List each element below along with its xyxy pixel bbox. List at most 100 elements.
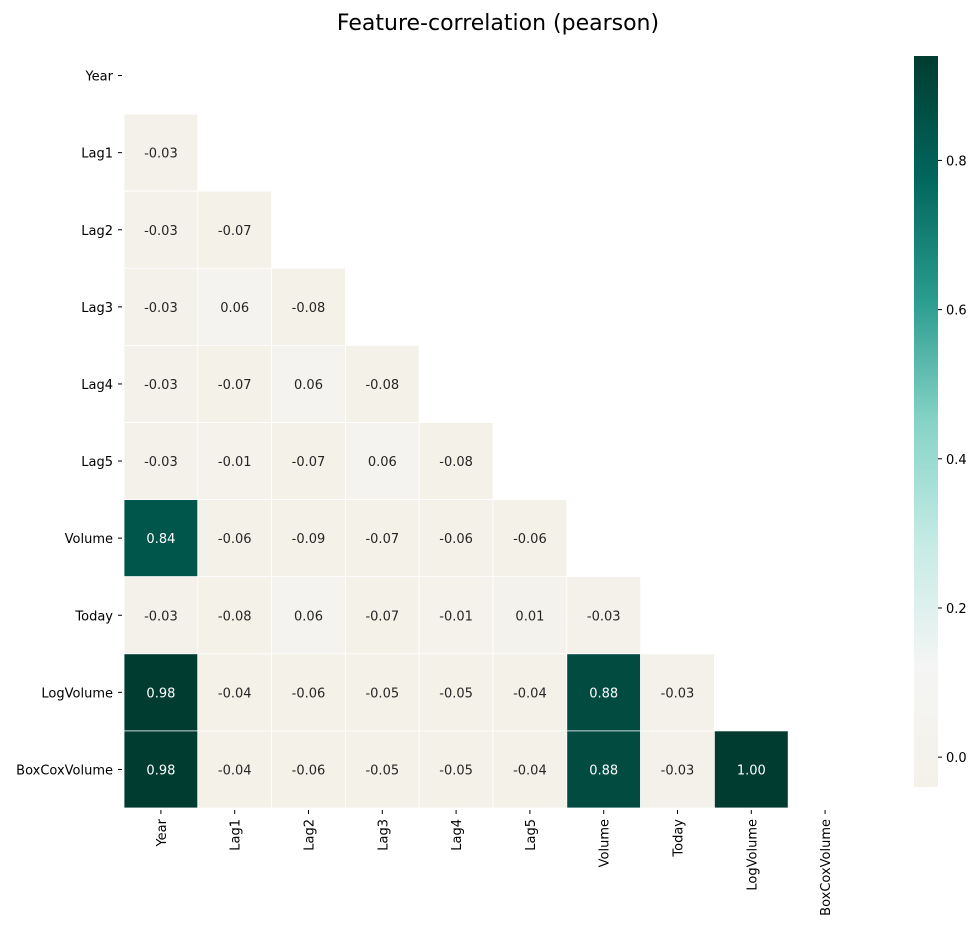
cell-value-label: -0.03 xyxy=(661,686,695,701)
heatmap-cell-BoxCoxVolume-Lag2 xyxy=(271,730,346,809)
cell-value-label: -0.06 xyxy=(513,532,547,547)
cell-value-label: 0.88 xyxy=(589,763,618,778)
x-tick-label: Lag3 xyxy=(376,819,391,851)
heatmap-cell-Lag5-Lag2 xyxy=(271,422,346,500)
heatmap-cell-Lag1-Year xyxy=(123,113,199,192)
colorbar-tick-label: 0.8 xyxy=(946,154,967,169)
heatmap-cell-Volume-Year xyxy=(123,499,199,578)
cell-value-label: -0.05 xyxy=(365,686,399,701)
cell-value-label: -0.06 xyxy=(218,532,252,547)
y-tick-label: Lag1 xyxy=(81,147,113,162)
cell-value-label: -0.04 xyxy=(218,686,252,701)
colorbar-tick-label: 0.6 xyxy=(946,304,967,319)
cell-value-label: -0.03 xyxy=(144,224,178,239)
heatmap-cell-Lag3-Lag1 xyxy=(197,267,273,346)
heatmap-cell-Lag5-Lag1 xyxy=(197,422,273,500)
heatmap-cell-Lag3-Year xyxy=(123,267,199,346)
cell-value-label: -0.08 xyxy=(439,455,473,470)
cell-value-label: -0.03 xyxy=(661,763,695,778)
cell-value-label: 0.01 xyxy=(515,609,544,624)
heatmap-cell-LogVolume-Lag2 xyxy=(271,653,346,732)
heatmap-cell-Volume-Lag5 xyxy=(492,499,568,578)
cell-value-label: -0.07 xyxy=(365,532,399,547)
heatmap-cell-BoxCoxVolume-Volume xyxy=(566,730,641,809)
heatmap-cell-Today-Lag3 xyxy=(344,576,420,655)
heatmap-cells: -0.03 -0.03 -0.07 -0.03 0.06 -0.08 -0.03 -0.07 0… xyxy=(123,113,789,809)
cell-value-label: -0.01 xyxy=(218,455,252,470)
cell-value-label: 0.06 xyxy=(368,455,397,470)
cell-value-label: -0.09 xyxy=(292,532,326,547)
cell-value-label: -0.06 xyxy=(439,532,473,547)
colorbar-ticks: 0.0 0.2 0.4 0.6 0.8 xyxy=(938,154,967,766)
colorbar xyxy=(914,56,938,787)
chart-title: Feature-correlation (pearson) xyxy=(337,11,659,36)
cell-value-label: -0.03 xyxy=(144,609,178,624)
y-tick-label: BoxCoxVolume xyxy=(16,763,113,778)
cell-value-label: -0.04 xyxy=(513,686,547,701)
cell-value-label: -0.07 xyxy=(292,455,326,470)
cell-value-label: 0.88 xyxy=(589,686,618,701)
heatmap-cell-BoxCoxVolume-Lag4 xyxy=(418,730,494,809)
colorbar-tick-label: 0.2 xyxy=(946,602,967,617)
colorbar-tick-label: 0.0 xyxy=(946,751,967,766)
heatmap-cell-BoxCoxVolume-LogVolume xyxy=(714,730,789,809)
heatmap-cell-LogVolume-Year xyxy=(123,653,199,732)
cell-value-label: -0.03 xyxy=(587,609,621,624)
x-tick-label: LogVolume xyxy=(745,819,760,891)
y-tick-label: Today xyxy=(74,609,113,624)
y-tick-label: Year xyxy=(84,70,113,85)
cell-value-label: -0.05 xyxy=(365,763,399,778)
colorbar-tick-label: 0.4 xyxy=(946,453,967,468)
cell-value-label: -0.08 xyxy=(218,609,252,624)
cell-value-label: -0.06 xyxy=(292,686,326,701)
cell-value-label: -0.06 xyxy=(292,763,326,778)
heatmap-cell-Lag5-Lag3 xyxy=(344,422,420,500)
y-tick-label: LogVolume xyxy=(41,686,113,701)
cell-value-label: 0.06 xyxy=(220,301,249,316)
cell-value-label: -0.03 xyxy=(144,147,178,162)
heatmap-cell-Volume-Lag2 xyxy=(271,499,346,578)
heatmap-cell-Lag4-Lag3 xyxy=(344,344,420,423)
heatmap-cell-BoxCoxVolume-Lag3 xyxy=(344,730,420,809)
cell-value-label: -0.05 xyxy=(439,763,473,778)
cell-value-label: 0.06 xyxy=(294,378,323,393)
cell-value-label: -0.03 xyxy=(144,301,178,316)
heatmap-cell-Lag2-Year xyxy=(123,190,199,269)
cell-value-label: 0.98 xyxy=(146,763,175,778)
heatmap-cell-Lag4-Lag1 xyxy=(197,344,273,423)
x-tick-label: Lag4 xyxy=(450,819,465,851)
x-tick-label: Lag2 xyxy=(303,819,318,851)
heatmap-cell-Volume-Lag4 xyxy=(418,499,494,578)
heatmap-cell-Today-Volume xyxy=(566,576,641,655)
cell-value-label: -0.03 xyxy=(144,378,178,393)
y-axis-tick-labels: Year Lag1 Lag2 Lag3 Lag4 Lag5 Volume Today LogVo… xyxy=(16,70,122,778)
heatmap-cell-Lag3-Lag2 xyxy=(271,267,346,346)
heatmap-cell-Lag5-Lag4 xyxy=(418,422,494,500)
heatmap-cell-BoxCoxVolume-Lag5 xyxy=(492,730,568,809)
cell-value-label: -0.08 xyxy=(292,301,326,316)
heatmap-cell-LogVolume-Volume xyxy=(566,653,641,732)
y-tick-label: Lag3 xyxy=(81,301,113,316)
y-tick-label: Lag5 xyxy=(81,455,113,470)
y-tick-label: Lag2 xyxy=(81,224,113,239)
heatmap-cell-Today-Year xyxy=(123,576,199,655)
cell-value-label: 1.00 xyxy=(737,763,766,778)
x-tick-label: Lag1 xyxy=(229,819,244,851)
y-tick-label: Volume xyxy=(65,532,113,547)
cell-value-label: -0.07 xyxy=(218,378,252,393)
cell-value-label: 0.98 xyxy=(146,686,175,701)
heatmap-cell-Today-Lag5 xyxy=(492,576,568,655)
y-tick-label: Lag4 xyxy=(81,378,113,393)
cell-value-label: -0.05 xyxy=(439,686,473,701)
cell-value-label: -0.07 xyxy=(365,609,399,624)
cell-value-label: -0.04 xyxy=(513,763,547,778)
x-tick-label: Volume xyxy=(598,819,613,867)
x-axis-tick-labels: Year Lag1 Lag2 Lag3 Lag4 Lag5 Volume Today LogVo… xyxy=(155,810,834,916)
x-tick-label: Lag5 xyxy=(524,819,539,851)
heatmap-cell-Lag2-Lag1 xyxy=(197,190,273,269)
heatmap-cell-BoxCoxVolume-Lag1 xyxy=(197,730,273,809)
cell-value-label: -0.04 xyxy=(218,763,252,778)
cell-value-label: 0.84 xyxy=(146,532,175,547)
x-tick-label: BoxCoxVolume xyxy=(819,819,834,916)
